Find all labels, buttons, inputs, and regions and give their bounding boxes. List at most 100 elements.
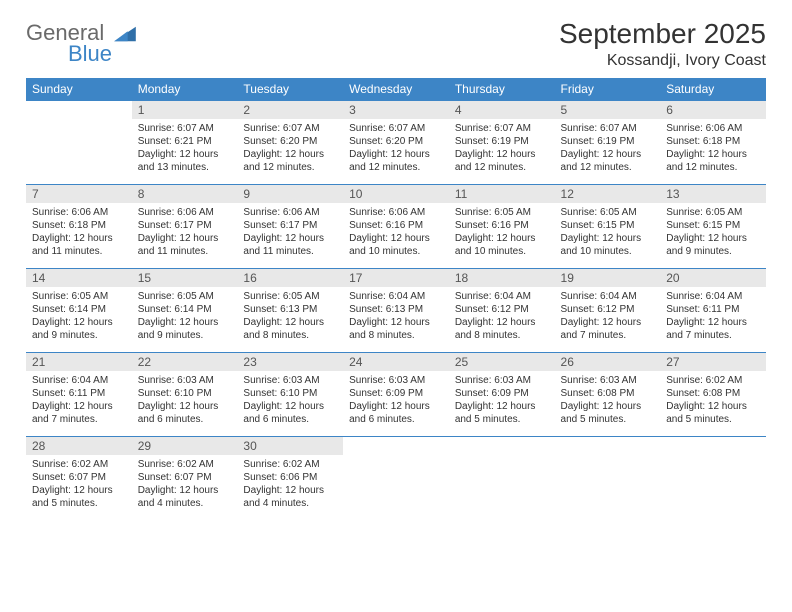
logo-triangle-icon [114, 25, 136, 43]
day-number: 2 [237, 101, 343, 119]
sunrise-text: Sunrise: 6:05 AM [666, 206, 760, 219]
daylight-text: Daylight: 12 hours and 13 minutes. [138, 148, 232, 174]
weekday-header: Thursday [449, 78, 555, 101]
day-details: Sunrise: 6:06 AMSunset: 6:16 PMDaylight:… [343, 203, 449, 262]
sunrise-text: Sunrise: 6:07 AM [243, 122, 337, 135]
sunrise-text: Sunrise: 6:06 AM [243, 206, 337, 219]
daylight-text: Daylight: 12 hours and 5 minutes. [561, 400, 655, 426]
daylight-text: Daylight: 12 hours and 11 minutes. [32, 232, 126, 258]
day-cell: 12Sunrise: 6:05 AMSunset: 6:15 PMDayligh… [555, 185, 661, 269]
daylight-text: Daylight: 12 hours and 8 minutes. [455, 316, 549, 342]
day-details: Sunrise: 6:06 AMSunset: 6:17 PMDaylight:… [237, 203, 343, 262]
sunset-text: Sunset: 6:19 PM [455, 135, 549, 148]
weekday-header: Saturday [660, 78, 766, 101]
sunset-text: Sunset: 6:20 PM [243, 135, 337, 148]
sunset-text: Sunset: 6:08 PM [666, 387, 760, 400]
sunset-text: Sunset: 6:12 PM [455, 303, 549, 316]
day-details: Sunrise: 6:07 AMSunset: 6:19 PMDaylight:… [555, 119, 661, 178]
sunrise-text: Sunrise: 6:04 AM [666, 290, 760, 303]
day-details: Sunrise: 6:07 AMSunset: 6:21 PMDaylight:… [132, 119, 238, 178]
day-number: 13 [660, 185, 766, 203]
day-number: 8 [132, 185, 238, 203]
day-cell: 5Sunrise: 6:07 AMSunset: 6:19 PMDaylight… [555, 101, 661, 185]
week-row: 28Sunrise: 6:02 AMSunset: 6:07 PMDayligh… [26, 437, 766, 521]
sunset-text: Sunset: 6:14 PM [32, 303, 126, 316]
calendar-page: General Blue September 2025 Kossandji, I… [0, 0, 792, 531]
daylight-text: Daylight: 12 hours and 8 minutes. [349, 316, 443, 342]
day-cell: 3Sunrise: 6:07 AMSunset: 6:20 PMDaylight… [343, 101, 449, 185]
daylight-text: Daylight: 12 hours and 10 minutes. [455, 232, 549, 258]
sunset-text: Sunset: 6:17 PM [138, 219, 232, 232]
day-number: 11 [449, 185, 555, 203]
day-number: 27 [660, 353, 766, 371]
daylight-text: Daylight: 12 hours and 7 minutes. [32, 400, 126, 426]
day-cell: 7Sunrise: 6:06 AMSunset: 6:18 PMDaylight… [26, 185, 132, 269]
sunrise-text: Sunrise: 6:05 AM [243, 290, 337, 303]
day-details: Sunrise: 6:02 AMSunset: 6:07 PMDaylight:… [132, 455, 238, 514]
day-cell: 26Sunrise: 6:03 AMSunset: 6:08 PMDayligh… [555, 353, 661, 437]
sunrise-text: Sunrise: 6:03 AM [455, 374, 549, 387]
day-cell: 14Sunrise: 6:05 AMSunset: 6:14 PMDayligh… [26, 269, 132, 353]
day-cell: 9Sunrise: 6:06 AMSunset: 6:17 PMDaylight… [237, 185, 343, 269]
day-number: 29 [132, 437, 238, 455]
day-number: 25 [449, 353, 555, 371]
day-details: Sunrise: 6:04 AMSunset: 6:11 PMDaylight:… [26, 371, 132, 430]
day-cell: 29Sunrise: 6:02 AMSunset: 6:07 PMDayligh… [132, 437, 238, 521]
daylight-text: Daylight: 12 hours and 9 minutes. [138, 316, 232, 342]
day-details: Sunrise: 6:07 AMSunset: 6:19 PMDaylight:… [449, 119, 555, 178]
daylight-text: Daylight: 12 hours and 12 minutes. [349, 148, 443, 174]
daylight-text: Daylight: 12 hours and 9 minutes. [666, 232, 760, 258]
day-number: 21 [26, 353, 132, 371]
day-number: 14 [26, 269, 132, 287]
sunset-text: Sunset: 6:12 PM [561, 303, 655, 316]
sunset-text: Sunset: 6:07 PM [32, 471, 126, 484]
daylight-text: Daylight: 12 hours and 10 minutes. [561, 232, 655, 258]
sunrise-text: Sunrise: 6:07 AM [138, 122, 232, 135]
sunrise-text: Sunrise: 6:05 AM [138, 290, 232, 303]
sunset-text: Sunset: 6:13 PM [243, 303, 337, 316]
day-cell: 23Sunrise: 6:03 AMSunset: 6:10 PMDayligh… [237, 353, 343, 437]
day-cell: 13Sunrise: 6:05 AMSunset: 6:15 PMDayligh… [660, 185, 766, 269]
sunset-text: Sunset: 6:09 PM [455, 387, 549, 400]
sunrise-text: Sunrise: 6:05 AM [561, 206, 655, 219]
sunset-text: Sunset: 6:09 PM [349, 387, 443, 400]
day-details: Sunrise: 6:06 AMSunset: 6:18 PMDaylight:… [26, 203, 132, 262]
sunrise-text: Sunrise: 6:07 AM [349, 122, 443, 135]
sunset-text: Sunset: 6:07 PM [138, 471, 232, 484]
day-cell [343, 437, 449, 521]
logo-word-blue: Blue [68, 43, 112, 65]
sunrise-text: Sunrise: 6:03 AM [561, 374, 655, 387]
day-cell [555, 437, 661, 521]
day-details: Sunrise: 6:03 AMSunset: 6:09 PMDaylight:… [343, 371, 449, 430]
day-number: 28 [26, 437, 132, 455]
sunrise-text: Sunrise: 6:04 AM [561, 290, 655, 303]
day-number: 15 [132, 269, 238, 287]
day-cell: 22Sunrise: 6:03 AMSunset: 6:10 PMDayligh… [132, 353, 238, 437]
sunset-text: Sunset: 6:16 PM [349, 219, 443, 232]
day-details: Sunrise: 6:04 AMSunset: 6:13 PMDaylight:… [343, 287, 449, 346]
daylight-text: Daylight: 12 hours and 11 minutes. [243, 232, 337, 258]
day-details: Sunrise: 6:05 AMSunset: 6:15 PMDaylight:… [660, 203, 766, 262]
day-details: Sunrise: 6:04 AMSunset: 6:12 PMDaylight:… [449, 287, 555, 346]
day-number: 9 [237, 185, 343, 203]
day-cell: 19Sunrise: 6:04 AMSunset: 6:12 PMDayligh… [555, 269, 661, 353]
day-cell: 25Sunrise: 6:03 AMSunset: 6:09 PMDayligh… [449, 353, 555, 437]
day-details: Sunrise: 6:03 AMSunset: 6:10 PMDaylight:… [237, 371, 343, 430]
day-number: 7 [26, 185, 132, 203]
sunset-text: Sunset: 6:19 PM [561, 135, 655, 148]
day-details: Sunrise: 6:03 AMSunset: 6:08 PMDaylight:… [555, 371, 661, 430]
day-details: Sunrise: 6:07 AMSunset: 6:20 PMDaylight:… [343, 119, 449, 178]
day-cell: 2Sunrise: 6:07 AMSunset: 6:20 PMDaylight… [237, 101, 343, 185]
day-cell: 28Sunrise: 6:02 AMSunset: 6:07 PMDayligh… [26, 437, 132, 521]
day-details: Sunrise: 6:02 AMSunset: 6:06 PMDaylight:… [237, 455, 343, 514]
day-cell: 10Sunrise: 6:06 AMSunset: 6:16 PMDayligh… [343, 185, 449, 269]
day-details: Sunrise: 6:03 AMSunset: 6:10 PMDaylight:… [132, 371, 238, 430]
daylight-text: Daylight: 12 hours and 7 minutes. [666, 316, 760, 342]
sunset-text: Sunset: 6:06 PM [243, 471, 337, 484]
day-details: Sunrise: 6:05 AMSunset: 6:13 PMDaylight:… [237, 287, 343, 346]
logo-text: General Blue [26, 22, 112, 65]
day-number: 17 [343, 269, 449, 287]
sunrise-text: Sunrise: 6:06 AM [138, 206, 232, 219]
location: Kossandji, Ivory Coast [559, 52, 766, 70]
week-row: 21Sunrise: 6:04 AMSunset: 6:11 PMDayligh… [26, 353, 766, 437]
